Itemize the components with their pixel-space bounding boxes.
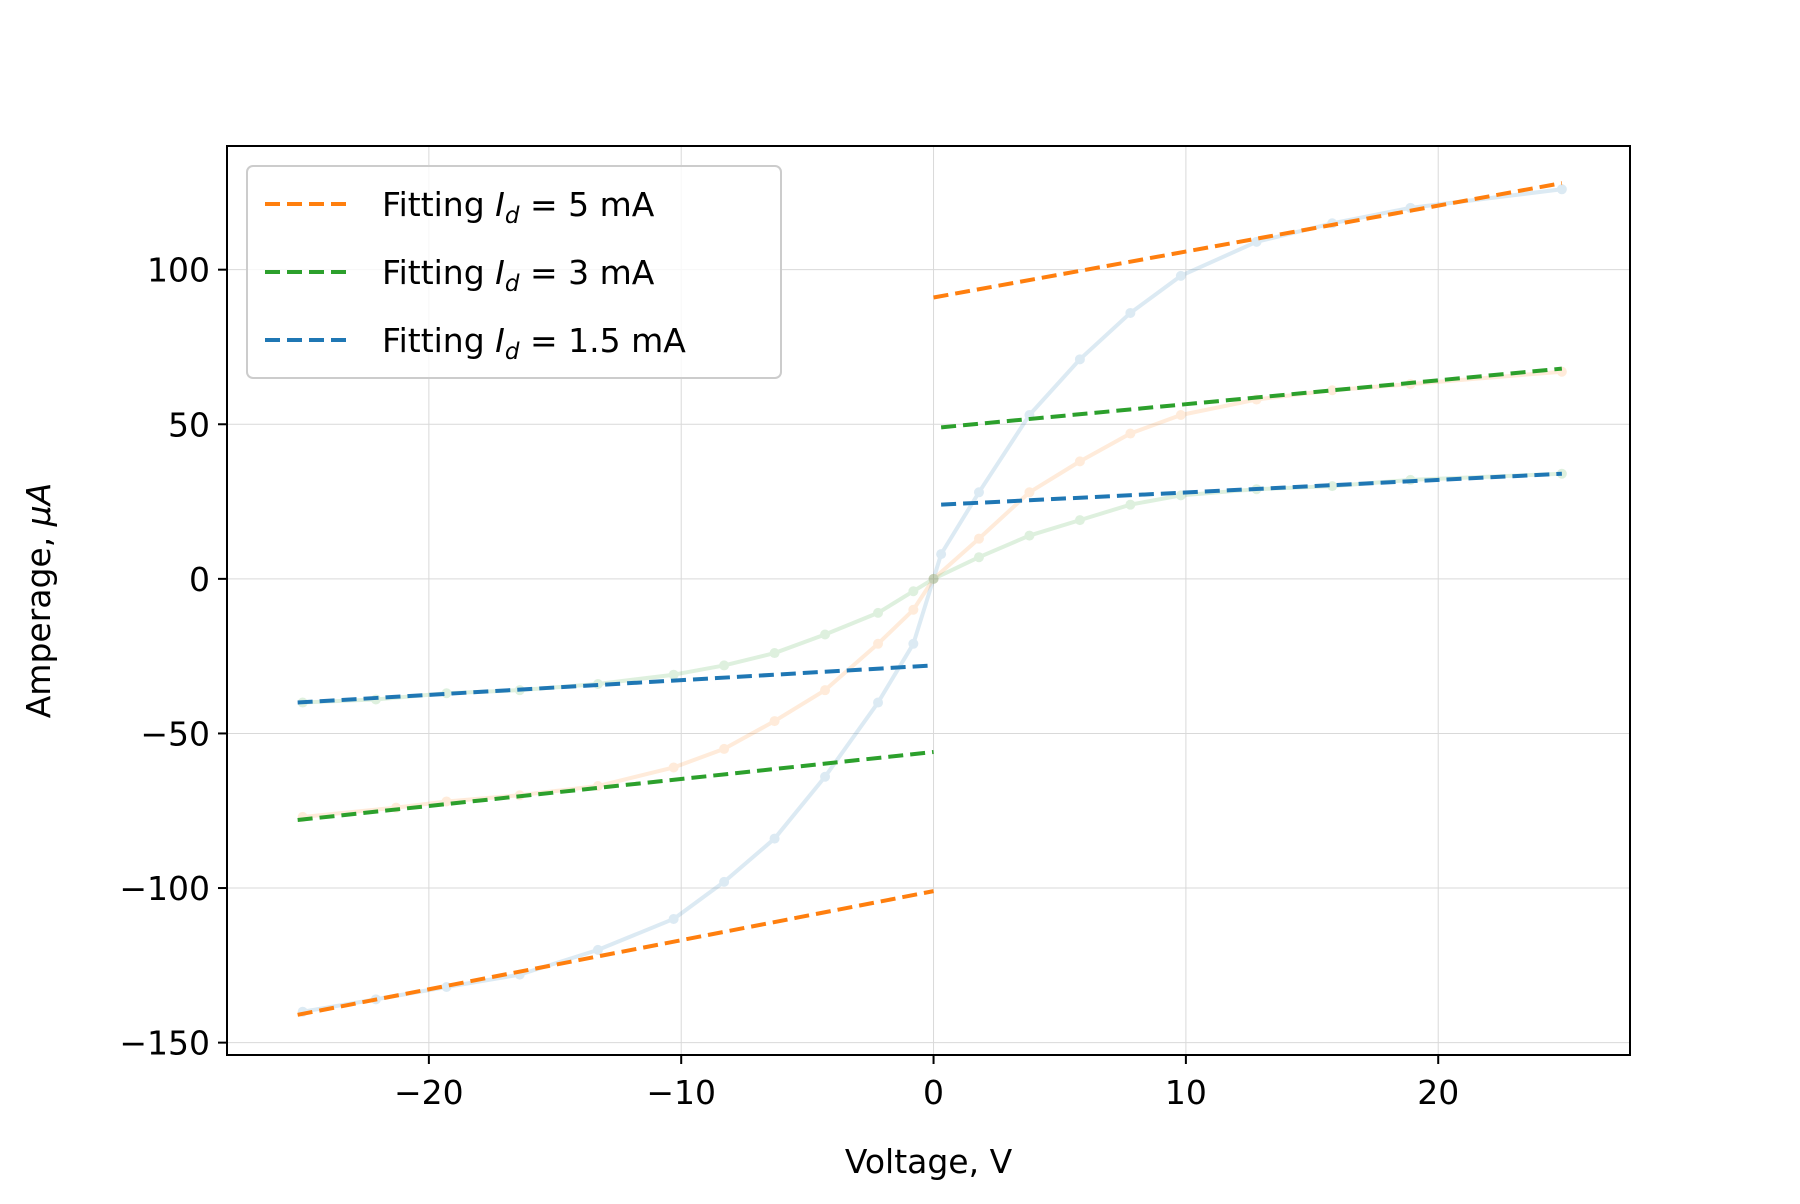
measured-point [973, 533, 984, 544]
measured-point [1074, 354, 1085, 365]
y-tick-label: −150 [119, 1024, 210, 1063]
legend-label-prefix: Fitting [382, 321, 495, 360]
fit-series [297, 181, 1563, 1017]
measured-point [668, 762, 679, 773]
legend-label: Fitting Id = 5 mA [382, 185, 655, 229]
measured-point [1024, 530, 1035, 541]
measured-point [592, 944, 603, 955]
legend-label-suffix: = 5 mA [520, 185, 655, 224]
measured-point [1074, 515, 1085, 526]
fit-series [297, 366, 1563, 823]
y-axis-label-prefix: Amperage, [19, 526, 58, 718]
legend-label-symbol: I [495, 253, 505, 292]
y-tick-label: 0 [189, 560, 210, 599]
measured-point [928, 573, 939, 584]
measured-point [820, 685, 831, 696]
legend-box [246, 165, 782, 379]
measured-point [928, 573, 939, 584]
measured-point [820, 629, 831, 640]
y-axis-label: Amperage, μA [19, 483, 58, 719]
measured-point [928, 573, 939, 584]
fit-layer [297, 181, 1563, 1017]
measured-point [936, 549, 947, 560]
measured-point [668, 913, 679, 924]
measured-point [873, 638, 884, 649]
measured-point [1074, 456, 1085, 467]
fit-line [297, 750, 934, 823]
x-axis-label: Voltage, V [845, 1142, 1013, 1181]
legend-label-subscript: d [505, 271, 520, 297]
measured-point [1024, 487, 1035, 498]
measured-point [441, 796, 452, 807]
x-tick-label: 10 [1165, 1073, 1207, 1112]
legend-label-symbol: I [495, 185, 505, 224]
legend-label-suffix: = 3 mA [520, 253, 655, 292]
fit-line [297, 889, 934, 1017]
legend-label-prefix: Fitting [382, 253, 495, 292]
legend-label-subscript: d [505, 339, 520, 365]
measured-point [873, 697, 884, 708]
x-tick-label: −20 [394, 1073, 464, 1112]
measured-point [668, 669, 679, 680]
x-tick-label: 20 [1417, 1073, 1459, 1112]
plot-frame [226, 145, 1631, 1056]
measured-point [1175, 270, 1186, 281]
legend-label-symbol: I [495, 321, 505, 360]
measured-point [908, 604, 919, 615]
measured-point [1125, 428, 1136, 439]
x-tick-label: 0 [923, 1073, 944, 1112]
measured-point [1327, 481, 1338, 492]
measured-point [873, 607, 884, 618]
measured-point [719, 660, 730, 671]
legend-label-suffix: = 1.5 mA [520, 321, 687, 360]
legend-label: Fitting Id = 3 mA [382, 253, 655, 297]
legend-label-subscript: d [505, 203, 520, 229]
measured-point [908, 586, 919, 597]
fit-series [297, 471, 1562, 705]
y-axis-label-symbol: μA [19, 483, 58, 528]
measured-point [769, 648, 780, 659]
measured-point [1556, 184, 1567, 195]
measured-point [1125, 307, 1136, 318]
measured-point [1175, 409, 1186, 420]
y-tick-label: −50 [140, 714, 210, 753]
measured-point [769, 833, 780, 844]
measured-point [719, 876, 730, 887]
fit-line [933, 181, 1563, 300]
y-tick-label: 100 [147, 251, 210, 290]
y-tick-label: −100 [119, 869, 210, 908]
fit-line [297, 663, 934, 705]
measured-point [820, 771, 831, 782]
measured-point [769, 716, 780, 727]
measured-point [973, 487, 984, 498]
fit-line [941, 471, 1562, 507]
legend-label-prefix: Fitting [382, 185, 495, 224]
fit-line [940, 366, 1563, 430]
y-tick-label: 50 [168, 405, 210, 444]
legend-label: Fitting Id = 1.5 mA [382, 321, 686, 365]
measured-point [973, 552, 984, 563]
measured-point [1327, 385, 1338, 396]
measured-point [719, 743, 730, 754]
x-tick-label: −10 [646, 1073, 716, 1112]
measured-point [1125, 499, 1136, 510]
measured-point [908, 638, 919, 649]
